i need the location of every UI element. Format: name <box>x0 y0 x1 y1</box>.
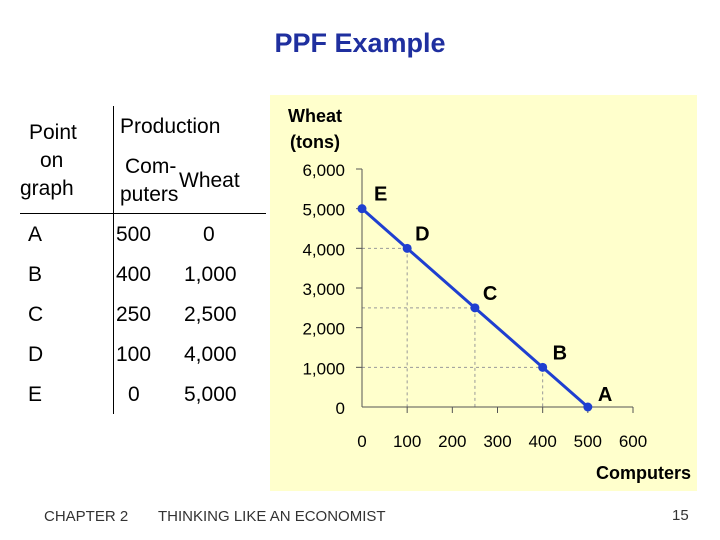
data-point <box>402 243 412 253</box>
header-computers-line1: Com- <box>125 155 177 178</box>
y-tick-label: 1,000 <box>302 359 345 378</box>
tick-labels: 0 1,000 2,000 3,000 4,000 5,000 6,000 0 100 200 30… <box>302 161 647 451</box>
x-tick-label: 0 <box>357 432 366 451</box>
x-tick-label: 200 <box>438 432 466 451</box>
x-axis-title: Computers <box>596 463 691 483</box>
data-point <box>357 204 367 214</box>
row-point: B <box>28 263 43 286</box>
row-wheat: 0 <box>203 223 215 246</box>
row-computers: 250 <box>116 303 152 326</box>
y-axis-title-line2: (tons) <box>290 132 340 152</box>
header-point-line2: on <box>40 149 64 172</box>
header-point-line1: Point <box>29 121 77 144</box>
y-tick-label: 2,000 <box>302 320 345 339</box>
data-point <box>583 402 593 412</box>
row-computers: 0 <box>128 383 140 406</box>
x-tick-label: 600 <box>619 432 647 451</box>
x-tick-label: 100 <box>393 432 421 451</box>
row-wheat: 1,000 <box>184 263 237 286</box>
y-tick-label: 6,000 <box>302 161 345 180</box>
header-computers-line2: puters <box>120 183 179 206</box>
row-computers: 100 <box>116 343 152 366</box>
header-production: Production <box>120 115 221 138</box>
row-point: E <box>28 383 43 406</box>
row-wheat: 5,000 <box>184 383 237 406</box>
page-number: 15 <box>672 507 689 524</box>
row-wheat: 4,000 <box>184 343 237 366</box>
slide-title: PPF Example <box>274 28 446 58</box>
data-point <box>470 303 480 313</box>
row-point: A <box>28 223 43 246</box>
point-label: A <box>598 384 612 406</box>
row-point: D <box>28 343 44 366</box>
row-computers: 400 <box>116 263 152 286</box>
guide-lines <box>362 247 544 407</box>
header-point-line3: graph <box>20 177 74 200</box>
point-label: C <box>483 283 497 305</box>
point-label: D <box>415 223 429 245</box>
table-vertical-divider <box>113 106 114 414</box>
y-axis-title-line1: Wheat <box>288 106 342 126</box>
y-tick-label: 3,000 <box>302 280 345 299</box>
point-label: B <box>553 342 567 364</box>
row-computers: 500 <box>116 223 152 246</box>
ppf-series <box>357 204 593 412</box>
point-label: E <box>374 184 387 206</box>
footer-chapter: CHAPTER 2 <box>44 508 129 525</box>
y-tick-label: 4,000 <box>302 240 345 259</box>
x-tick-label: 500 <box>574 432 602 451</box>
chart-background <box>270 95 697 491</box>
x-tick-label: 400 <box>528 432 556 451</box>
header-wheat: Wheat <box>179 169 240 192</box>
data-point <box>538 362 548 372</box>
axis-labels: E D C B A Wheat (tons) Computers <box>288 106 691 483</box>
footer-chapter-title: THINKING LIKE AN ECONOMIST <box>158 508 386 525</box>
row-point: C <box>28 303 44 326</box>
y-tick-label: 5,000 <box>302 201 345 220</box>
table-header-divider <box>20 213 266 214</box>
x-tick-label: 300 <box>483 432 511 451</box>
production-table: Point on graph Production Com- puters Wh… <box>20 106 266 414</box>
y-tick-label: 0 <box>336 399 345 418</box>
row-wheat: 2,500 <box>184 303 237 326</box>
